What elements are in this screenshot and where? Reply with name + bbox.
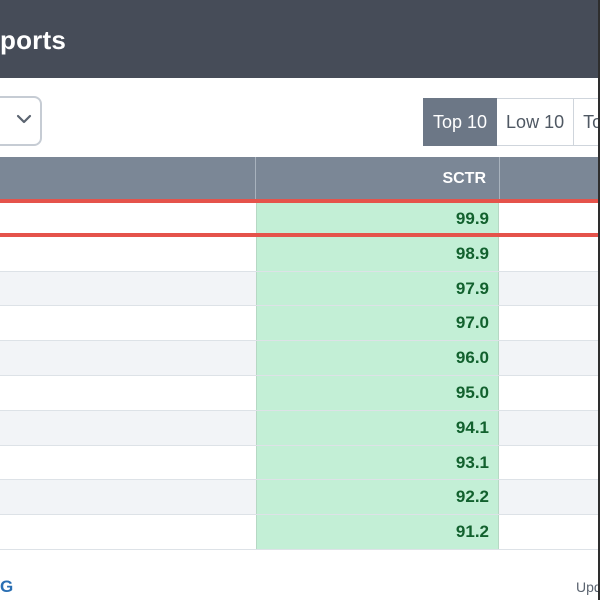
sctr-cell: 95.0: [256, 375, 499, 410]
sctr-cell: 91.2: [256, 515, 499, 549]
chevron-down-icon: [16, 114, 32, 124]
tab-top-10[interactable]: Top 10: [423, 98, 498, 146]
sctr-cell: 97.9: [256, 271, 499, 306]
sctr-cell: 94.1: [256, 410, 499, 445]
sctr-value: 93.1: [455, 452, 489, 472]
sctr-cell: 93.1: [256, 445, 499, 480]
table-row[interactable]: 93.1: [0, 445, 600, 481]
table-row[interactable]: 99.9: [0, 202, 600, 237]
tab-low-10[interactable]: Low 10: [497, 98, 575, 146]
ranking-tabs: Top 10 Low 10 To: [423, 98, 600, 146]
table-row[interactable]: 97.9: [0, 271, 600, 307]
highlight-line-bottom: [0, 233, 600, 237]
table-row[interactable]: 94.1: [0, 410, 600, 446]
sctr-cell: 99.9: [256, 202, 499, 236]
sctr-value: 91.2: [455, 522, 489, 542]
sctr-value: 92.2: [455, 487, 489, 507]
table-row[interactable]: 97.0: [0, 306, 600, 342]
sctr-value: 97.9: [455, 278, 489, 298]
sctr-column-header[interactable]: SCTR: [256, 157, 486, 199]
sctr-value: 98.9: [455, 243, 489, 263]
table-header: [0, 157, 600, 199]
table-row[interactable]: 92.2: [0, 480, 600, 516]
table-row[interactable]: 98.9: [0, 236, 600, 272]
sctr-value: 97.0: [455, 313, 489, 333]
sctr-value: 94.1: [455, 417, 489, 437]
sctr-cell: 97.0: [256, 306, 499, 341]
sctr-cell: 92.2: [256, 480, 499, 515]
sctr-value: 95.0: [455, 382, 489, 402]
footer-brand[interactable]: G: [0, 577, 14, 596]
window-edge: [598, 0, 600, 600]
sctr-value: 96.0: [455, 348, 489, 368]
page-header: ports: [0, 0, 600, 78]
sctr-cell: 98.9: [256, 236, 499, 271]
tab-truncated[interactable]: To: [574, 98, 600, 146]
column-divider: [499, 157, 500, 199]
table-row[interactable]: 95.0: [0, 375, 600, 411]
sctr-header-label: SCTR: [442, 170, 486, 187]
table-row[interactable]: 96.0: [0, 341, 600, 376]
category-dropdown[interactable]: [0, 96, 42, 146]
sctr-cell: 96.0: [256, 341, 499, 375]
highlight-line-top: [0, 199, 600, 203]
page-title: ports: [0, 25, 66, 55]
sctr-value: 99.9: [455, 209, 489, 228]
footer-updated-text: Upd: [576, 579, 600, 595]
column-divider: [255, 157, 256, 199]
table-body: 99.9 98.9 97.9 97.0 96.0 95.0 94.1 93.1 …: [0, 202, 600, 550]
table-row[interactable]: 91.2: [0, 515, 600, 550]
